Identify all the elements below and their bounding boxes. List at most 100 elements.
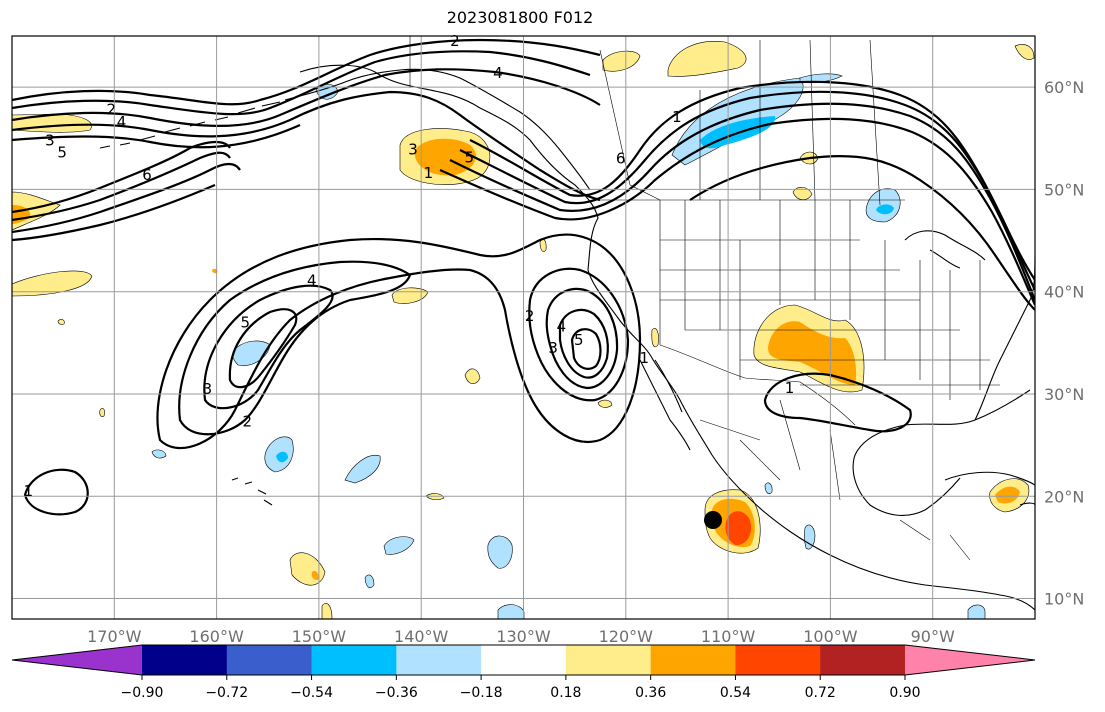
- contour-line: [449, 102, 1035, 301]
- colorbar-tick-label: 0.18: [550, 685, 581, 701]
- lon-tick-label: 110°W: [701, 627, 756, 646]
- contour-line: [12, 38, 601, 106]
- contour-line: [763, 372, 912, 433]
- contour-label: 2: [525, 307, 535, 325]
- contour-label: 3: [408, 141, 418, 159]
- contour-line: [689, 155, 1035, 311]
- shade-positive: [464, 368, 481, 384]
- gulf-coastline: [852, 389, 1031, 516]
- contour-line: [23, 468, 89, 516]
- colorbar-segment: [311, 645, 397, 675]
- contour-line: [156, 233, 642, 450]
- colorbar-extend-high: [905, 645, 1035, 675]
- map-title: 2023081800 F012: [446, 8, 594, 27]
- contour-label: 1: [785, 379, 795, 397]
- shade-positive: [1014, 44, 1035, 60]
- lon-tick-label: 160°W: [189, 627, 244, 646]
- shade-negative: [764, 482, 773, 495]
- contour-line: [178, 260, 412, 436]
- shade-negative: [383, 536, 415, 555]
- gridlines: [12, 36, 1035, 619]
- shade-positive: [57, 319, 65, 325]
- canada-province-lines: [599, 39, 881, 206]
- contour-line: [203, 284, 334, 410]
- shade-negative: [344, 454, 381, 484]
- mexico-state-lines: [699, 399, 971, 561]
- contour-label: 2: [106, 101, 116, 119]
- lon-tick-label: 90°W: [911, 627, 955, 646]
- colorbar-segment: [142, 645, 228, 675]
- contour-label: 2: [450, 32, 460, 50]
- cuba: [944, 471, 1035, 486]
- colorbar-segment: [565, 645, 652, 675]
- colorbar-tick-label: −0.54: [290, 685, 333, 701]
- contour-line: [12, 90, 601, 202]
- colorbar-segment: [481, 645, 567, 675]
- colorbar-tick-label: 0.90: [889, 685, 920, 701]
- state-lines: [659, 200, 1000, 400]
- contour-line: [439, 117, 1035, 306]
- colorbar-segment: [820, 645, 906, 675]
- colorbar-segment: [650, 645, 736, 675]
- lat-tick-label: 20°N: [1044, 487, 1084, 506]
- contour-label: 5: [465, 149, 475, 167]
- shade-negative: [276, 451, 288, 463]
- shade-positive: [99, 408, 105, 417]
- contour-label: 4: [493, 64, 503, 82]
- colorbar-extend-low: [12, 645, 142, 675]
- contour-line: [12, 68, 601, 127]
- lon-tick-label: 170°W: [87, 627, 142, 646]
- shade-positive: [667, 41, 747, 77]
- contour-label: 4: [117, 113, 127, 131]
- hawaii: [231, 477, 273, 506]
- contour-line: [12, 183, 216, 242]
- lon-tick-label: 100°W: [803, 627, 858, 646]
- longitude-labels: 170°W 160°W 150°W 140°W 130°W 120°W 110°W 100°W…: [87, 627, 955, 646]
- contour-label: 4: [557, 317, 567, 335]
- colorbar-tick-label: 0.54: [720, 685, 751, 701]
- colorbar-tick-label: 0.72: [805, 685, 836, 701]
- anomaly-shading: [12, 41, 1035, 619]
- lat-tick-label: 50°N: [1044, 180, 1084, 199]
- lat-tick-label: 40°N: [1044, 283, 1084, 302]
- shade-positive: [725, 511, 752, 546]
- contour-line: [459, 90, 1035, 291]
- colorbar-labels: −0.90 −0.72 −0.54 −0.36 −0.18 0.18 0.36 0.54 0.7…: [121, 685, 921, 701]
- contour-label: 2: [243, 413, 253, 431]
- contour-label: 6: [142, 166, 152, 184]
- colorbar-segment: [396, 645, 482, 675]
- lon-tick-label: 130°W: [496, 627, 551, 646]
- shade-positive: [995, 486, 1020, 504]
- us-mexico-border: [659, 344, 856, 426]
- shade-positive: [311, 570, 319, 580]
- shade-positive: [651, 328, 659, 348]
- contour-label: 1: [639, 349, 649, 367]
- lat-tick-label: 60°N: [1044, 78, 1084, 97]
- storm-marker: [704, 511, 722, 529]
- contour-label: 5: [574, 331, 584, 349]
- shade-negative: [967, 604, 986, 619]
- contour-label: 6: [616, 150, 626, 168]
- contour-line: [12, 50, 591, 116]
- colorbar: [11, 644, 1036, 680]
- colorbar-segment: [735, 645, 821, 675]
- latitude-labels: 60°N 50°N 40°N 30°N 20°N 10°N: [1044, 78, 1084, 608]
- contour-line: [570, 328, 602, 370]
- lon-tick-label: 120°W: [599, 627, 654, 646]
- contour-label: 3: [548, 339, 558, 357]
- contour-label: 1: [424, 164, 434, 182]
- contour-line: [12, 140, 231, 214]
- contour-label: 3: [203, 380, 213, 398]
- colorbar-tick-label: −0.18: [460, 685, 503, 701]
- shade-positive: [321, 603, 333, 619]
- coastlines: [99, 64, 1035, 611]
- east-coastline: [974, 254, 1035, 421]
- political-boundaries: [409, 36, 1000, 561]
- contour-label: 3: [45, 131, 55, 149]
- lat-tick-label: 10°N: [1044, 590, 1084, 609]
- contour-line: [12, 123, 301, 149]
- colorbar-tick-label: −0.90: [121, 685, 164, 701]
- colorbar-tick-label: −0.36: [375, 685, 418, 701]
- contour-line: [558, 308, 609, 379]
